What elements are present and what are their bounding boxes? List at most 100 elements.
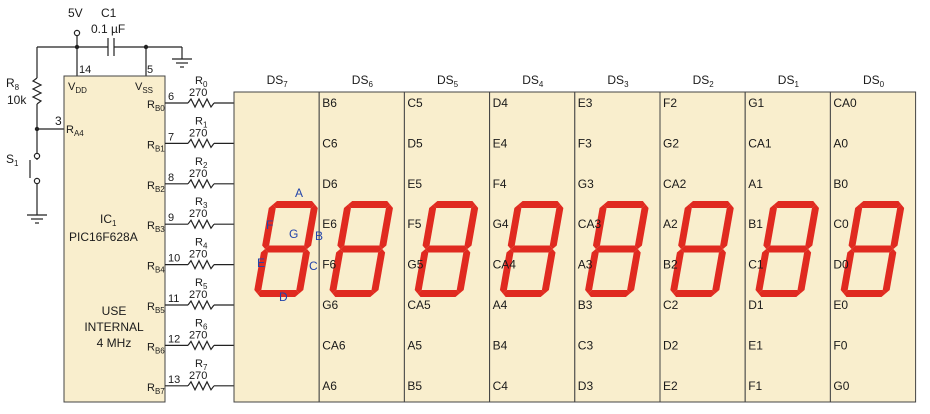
pin-number: 7 [168,131,174,143]
resistor-symbol [187,299,215,311]
segment-a [433,201,476,208]
segment-b [304,204,318,249]
microcontroller-ic: 14 5 VDD VSS RA4 IC1 PIC16F628A USE INTE… [63,64,166,403]
segment-e [414,249,429,294]
display-ds1: DS1 G1 CA1 A1 B1 C1 D1 E1 F1 [744,73,831,403]
segment-f [848,204,863,249]
segment-label-c: C [309,259,318,273]
reset-circuit: R8 10k 3 S1 [6,47,64,224]
display-pin-label: CA5 [407,298,431,312]
display-pin-label: CA1 [748,136,772,150]
segment-g [510,245,553,253]
display-pin-label: A1 [748,177,763,191]
display-pin-label: D0 [833,258,849,272]
segment-c [371,249,386,294]
segment-e [329,249,344,294]
display-pin-label: G2 [663,136,679,150]
segment-b [805,204,819,249]
display-pin-label: A0 [833,136,848,150]
display-pin-label: A6 [322,379,337,393]
segment-f [507,204,522,249]
segment-a [774,201,817,208]
display-name: DS2 [693,73,715,89]
reset-pin-label: R [66,124,74,136]
vcc-terminal [73,29,81,37]
ic-note-line-3: 4 MHz [97,336,132,350]
segment-a [603,201,646,208]
display-pin-label: F1 [748,379,762,393]
segment-label-b: B [315,229,323,243]
display-pin-label: E0 [833,298,848,312]
display-pin-label: D6 [322,177,338,191]
port-label: RB4 [147,261,165,275]
display-pin-label: E6 [322,217,337,231]
display-pin-label: C0 [833,217,849,231]
segment-b [634,204,649,249]
segment-f [422,204,437,249]
display-pin-label: B5 [407,379,422,393]
display-ds6: DS6 B6 C6 D6 E6 F6 G6 CA6 A6 [318,73,405,403]
segment-g [766,245,809,253]
segment-f [763,204,777,249]
display-pin-label: F4 [493,177,507,191]
resistor-symbol [187,178,215,190]
display-pin-label: G5 [407,258,423,272]
segment-label-f: F [266,218,273,232]
resistor-value: 270 [189,370,207,382]
segment-label-e: E [257,256,265,270]
seven-segment-digit [414,201,479,297]
display-pin-label: F5 [407,217,421,231]
display-pin-label: G3 [578,177,594,191]
resistor-symbol [187,97,215,109]
vss-label: V [135,81,143,93]
display-pin-label: CA3 [578,217,602,231]
segment-c [712,249,726,294]
segment-c [797,249,812,294]
resistor-value: 270 [189,168,207,180]
segment-e [585,249,599,294]
segment-e [499,249,514,294]
display-ds4: DS4 D4 E4 F4 G4 CA4 A4 B4 C4 [489,73,576,403]
resistor-value: 270 [189,289,207,301]
resistor-name: R3 [195,196,208,210]
segment-c [456,249,471,294]
svg-text:VDD: VDD [68,81,87,95]
vdd-pin-number: 14 [79,64,91,76]
display-pin-label: D1 [748,298,764,312]
resistor-name: R5 [195,277,208,291]
reset-resistor-value: 10k [7,93,27,107]
segment-d [257,290,300,297]
display-pin-label: E1 [748,338,763,352]
seven-segment-digit [840,201,905,297]
display-pin-label: D2 [663,338,679,352]
segment-b [379,204,393,249]
display-pin-label: A4 [493,298,508,312]
segment-d [587,290,630,297]
resistor-value: 270 [189,249,207,261]
display-name: DS0 [863,73,885,89]
display-pin-label: D3 [578,379,594,393]
segment-e [755,249,770,294]
resistor-name: R4 [195,237,208,251]
display-pin-label: D4 [493,96,509,110]
ic-note-line-1: USE [102,304,127,318]
svg-text:IC1: IC1 [100,212,117,228]
segment-label-d: D [279,290,288,304]
segment-d [332,290,375,297]
segment-f [262,204,276,249]
power-supply: 5V C1 0.1 µF [37,6,192,76]
display-pin-label: G4 [493,217,509,231]
pin-number: 6 [168,91,174,103]
segment-g [681,245,724,253]
seven-segment-digit [254,201,318,297]
svg-text:S1: S1 [6,152,19,168]
resistor-symbol [187,138,215,149]
segment-d [758,290,801,297]
display-pin-label: G1 [748,96,764,110]
pin-number: 13 [168,374,180,386]
display-name: DS5 [437,73,459,89]
display-pin-label: E5 [407,177,422,191]
display-pin-label: F3 [578,136,592,150]
port-label: RB2 [147,180,165,194]
